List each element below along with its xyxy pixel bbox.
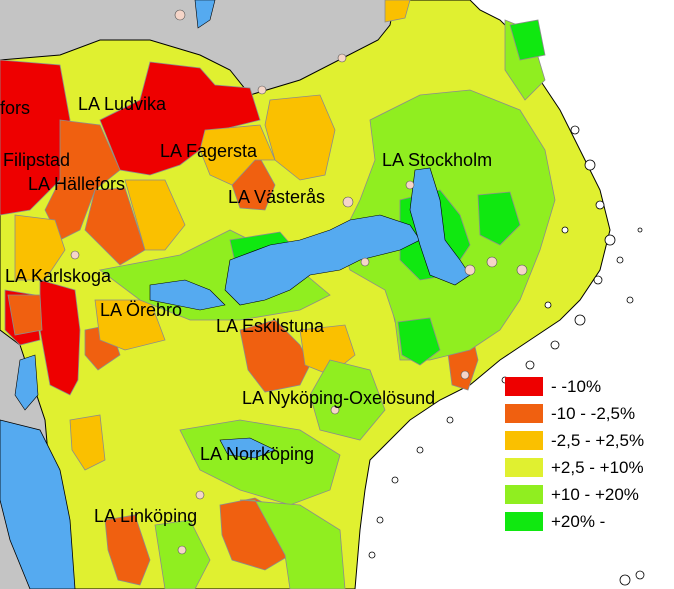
legend-swatch [505, 485, 543, 504]
legend-label: +20% - [551, 512, 605, 531]
label-orebro: LA Örebro [100, 300, 182, 320]
region-n2_5-2_5-fagersta [199, 124, 276, 186]
neighbouring-land [0, 0, 395, 95]
lake-vattern [0, 419, 76, 589]
label-linkoping: LA Linköping [94, 506, 197, 526]
region-n2_5-2_5-vadstena [69, 414, 106, 471]
legend-swatch [505, 458, 543, 477]
legend-swatch [505, 512, 543, 531]
region-n2_5-2_5-lindesberg [124, 179, 186, 251]
region-n10-n2_5-orebro-west [7, 294, 43, 336]
label-eskilstuna: LA Eskilstuna [216, 316, 325, 336]
region-n10-n2_5-hallefors [44, 119, 121, 241]
label-nykoping: LA Nyköping-Oxelösund [242, 388, 435, 408]
region-p10-20-norrkoping [179, 419, 341, 506]
legend-label: - -10% [551, 377, 601, 396]
legend-swatch [505, 377, 543, 396]
legend-swatch [505, 404, 543, 423]
legend-label: +10 - +20% [551, 485, 639, 504]
label-stockholm: LA Stockholm [382, 150, 492, 170]
region-gt20-sodertalje [397, 317, 441, 366]
label-hallefors: LA Hällefors [28, 174, 125, 194]
region-gt20-northeast [509, 19, 546, 61]
region-gt20-vallentuna [477, 191, 521, 246]
label-karlskoga: LA Karlskoga [5, 266, 112, 286]
region-n10-n2_5-eskilstuna [239, 319, 311, 393]
region-n10-n2_5-boxholm [104, 514, 151, 586]
lake-malaren [224, 214, 421, 306]
legend-label: -10 - -2,5% [551, 404, 635, 423]
legend-label: -2,5 - +2,5% [551, 431, 644, 450]
label-norrkoping: LA Norrköping [200, 444, 314, 464]
region-lt-10-karlskoga [39, 279, 81, 396]
lake-hjalmaren [149, 279, 226, 311]
map-legend: - -10% -10 - -2,5% -2,5 - +2,5% +2,5 - +10%… [505, 377, 644, 531]
label-vasteras: LA Västerås [228, 187, 325, 207]
lake-north [194, 0, 216, 29]
region-p10-20-southwest [154, 519, 211, 589]
legend-swatch [505, 431, 543, 450]
label-fagersta: LA Fagersta [160, 141, 258, 161]
region-p10-20-linkoping [239, 499, 346, 589]
region-n2_5-2_5-gavle [384, 0, 411, 23]
region-n2_5-2_5-sala [264, 94, 336, 181]
region-n2_5-2_5-karlskoga [14, 214, 66, 281]
region-p10-20-nykoping [309, 359, 386, 441]
label-ludvika: LA Ludvika [78, 94, 167, 114]
legend-label: +2,5 - +10% [551, 458, 644, 477]
town-markers [70, 9, 528, 555]
lake-west [14, 354, 39, 411]
label-filipstad: Filipstad [3, 150, 70, 170]
region-n10-n2_5-lindesberg [84, 187, 146, 266]
label-fors: fors [0, 98, 30, 118]
bay-norrkoping [219, 437, 276, 459]
